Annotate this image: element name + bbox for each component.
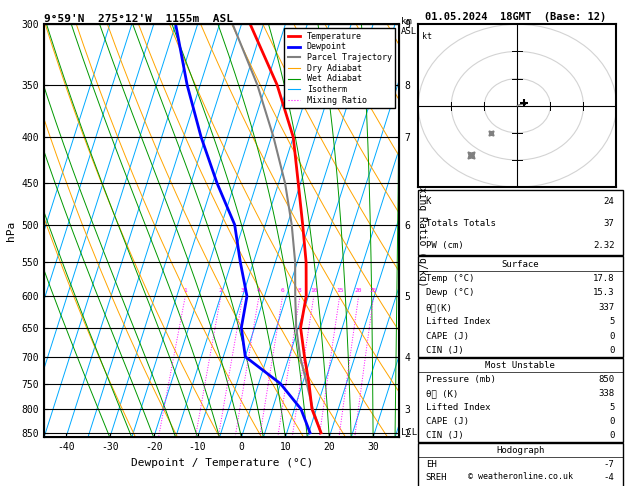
Text: Most Unstable: Most Unstable [485, 362, 555, 370]
Text: 24: 24 [604, 197, 615, 206]
X-axis label: Dewpoint / Temperature (°C): Dewpoint / Temperature (°C) [131, 458, 313, 468]
Y-axis label: hPa: hPa [6, 221, 16, 241]
Text: -4: -4 [604, 473, 615, 483]
Text: 9°59'N  275°12'W  1155m  ASL: 9°59'N 275°12'W 1155m ASL [44, 14, 233, 23]
Text: CIN (J): CIN (J) [426, 346, 464, 355]
Text: 850: 850 [598, 375, 615, 384]
Text: 338: 338 [598, 389, 615, 399]
Text: 37: 37 [604, 219, 615, 228]
Text: 8: 8 [298, 288, 302, 293]
Text: Lifted Index: Lifted Index [426, 403, 491, 413]
Text: Totals Totals: Totals Totals [426, 219, 496, 228]
Text: km
ASL: km ASL [401, 17, 418, 36]
Text: 337: 337 [598, 303, 615, 312]
Text: kt: kt [421, 33, 431, 41]
Text: 0: 0 [609, 417, 615, 426]
Text: Pressure (mb): Pressure (mb) [426, 375, 496, 384]
Text: 0: 0 [609, 346, 615, 355]
Text: 6: 6 [281, 288, 284, 293]
Text: Surface: Surface [501, 260, 539, 269]
Text: θᴄ (K): θᴄ (K) [426, 389, 458, 399]
Text: 2.32: 2.32 [593, 241, 615, 250]
Text: © weatheronline.co.uk: © weatheronline.co.uk [468, 472, 572, 481]
Text: 5: 5 [609, 317, 615, 326]
Text: CAPE (J): CAPE (J) [426, 332, 469, 341]
Text: 0: 0 [609, 432, 615, 440]
Text: 15.3: 15.3 [593, 289, 615, 297]
Text: CIN (J): CIN (J) [426, 432, 464, 440]
Text: θᴄ(K): θᴄ(K) [426, 303, 453, 312]
Text: LCL: LCL [401, 428, 417, 437]
Text: Temp (°C): Temp (°C) [426, 274, 474, 283]
Text: PW (cm): PW (cm) [426, 241, 464, 250]
Text: 25: 25 [370, 288, 377, 293]
Text: SREH: SREH [426, 473, 447, 483]
Text: 5: 5 [609, 403, 615, 413]
Text: Lifted Index: Lifted Index [426, 317, 491, 326]
Text: 17.8: 17.8 [593, 274, 615, 283]
Text: 01.05.2024  18GMT  (Base: 12): 01.05.2024 18GMT (Base: 12) [425, 12, 606, 22]
Text: 1: 1 [184, 288, 187, 293]
Text: 20: 20 [355, 288, 362, 293]
Text: -7: -7 [604, 460, 615, 469]
Text: 15: 15 [336, 288, 343, 293]
Text: CAPE (J): CAPE (J) [426, 417, 469, 426]
Y-axis label: Mixing Ratio (g/kg): Mixing Ratio (g/kg) [417, 175, 427, 287]
Legend: Temperature, Dewpoint, Parcel Trajectory, Dry Adiabat, Wet Adiabat, Isotherm, Mi: Temperature, Dewpoint, Parcel Trajectory… [284, 29, 395, 108]
Text: 0: 0 [609, 332, 615, 341]
Text: Hodograph: Hodograph [496, 446, 544, 455]
Text: Dewp (°C): Dewp (°C) [426, 289, 474, 297]
Text: 2: 2 [219, 288, 223, 293]
Text: 4: 4 [257, 288, 261, 293]
Text: EH: EH [426, 460, 437, 469]
Text: 10: 10 [310, 288, 318, 293]
Text: K: K [426, 197, 431, 206]
Text: 3: 3 [241, 288, 245, 293]
